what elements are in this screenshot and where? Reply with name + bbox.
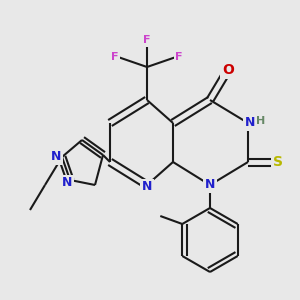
Text: O: O [222, 63, 234, 77]
Text: N: N [62, 176, 72, 190]
Text: S: S [273, 155, 283, 169]
Text: N: N [51, 151, 61, 164]
Text: F: F [175, 52, 183, 62]
Text: H: H [256, 116, 266, 126]
Text: F: F [111, 52, 119, 62]
Text: N: N [245, 116, 255, 130]
Text: N: N [142, 181, 152, 194]
Text: F: F [143, 35, 151, 45]
Text: N: N [205, 178, 215, 191]
